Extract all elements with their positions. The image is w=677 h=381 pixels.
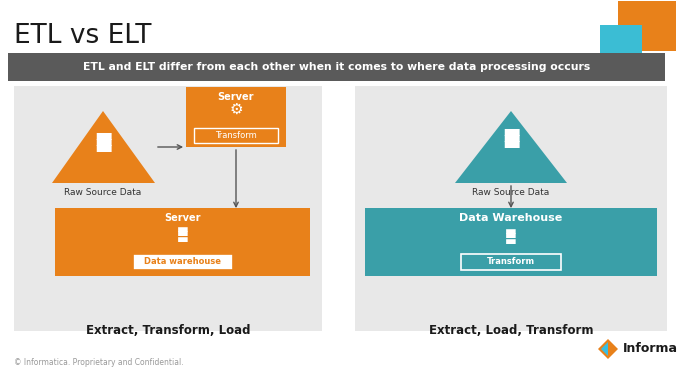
FancyBboxPatch shape — [55, 208, 310, 276]
FancyBboxPatch shape — [186, 87, 286, 147]
Polygon shape — [52, 111, 155, 183]
Text: ▬: ▬ — [177, 227, 188, 240]
Text: ▬: ▬ — [177, 223, 188, 235]
FancyBboxPatch shape — [355, 86, 667, 331]
Text: ETL vs ELT: ETL vs ELT — [14, 23, 152, 49]
Text: ▬: ▬ — [502, 128, 520, 147]
FancyBboxPatch shape — [365, 208, 657, 276]
Text: ▬: ▬ — [94, 131, 112, 150]
Text: Server: Server — [218, 92, 255, 102]
Text: ⚙: ⚙ — [230, 101, 243, 117]
Text: Data Warehouse: Data Warehouse — [460, 213, 563, 223]
Text: ▬: ▬ — [177, 232, 188, 245]
Polygon shape — [455, 111, 567, 183]
Text: Raw Source Data: Raw Source Data — [64, 188, 141, 197]
Text: ▬: ▬ — [505, 229, 517, 242]
FancyBboxPatch shape — [461, 254, 561, 270]
Text: ETL and ELT differ from each other when it comes to where data processing occurs: ETL and ELT differ from each other when … — [83, 62, 590, 72]
Text: ▬: ▬ — [505, 234, 517, 248]
Polygon shape — [601, 342, 608, 356]
Text: Informatica: Informatica — [623, 343, 677, 355]
Text: ▬: ▬ — [505, 224, 517, 237]
Text: ▬: ▬ — [94, 125, 112, 144]
Text: Extract, Load, Transform: Extract, Load, Transform — [429, 324, 593, 337]
Polygon shape — [598, 339, 618, 359]
FancyBboxPatch shape — [614, 59, 642, 73]
FancyBboxPatch shape — [600, 25, 642, 63]
FancyBboxPatch shape — [8, 53, 665, 81]
Text: Extract, Transform, Load: Extract, Transform, Load — [86, 324, 250, 337]
Text: Transform: Transform — [487, 258, 535, 266]
Text: ▬: ▬ — [94, 138, 112, 157]
Text: ▬: ▬ — [502, 134, 520, 154]
Text: © Informatica. Proprietary and Confidential.: © Informatica. Proprietary and Confident… — [14, 358, 183, 367]
Text: Transform: Transform — [215, 131, 257, 140]
Text: Raw Source Data: Raw Source Data — [473, 188, 550, 197]
FancyBboxPatch shape — [133, 254, 232, 270]
FancyBboxPatch shape — [14, 86, 322, 331]
Text: Server: Server — [165, 213, 201, 223]
Text: Data warehouse: Data warehouse — [144, 258, 221, 266]
FancyBboxPatch shape — [618, 1, 676, 51]
FancyBboxPatch shape — [194, 128, 278, 143]
Text: ▬: ▬ — [502, 123, 520, 141]
